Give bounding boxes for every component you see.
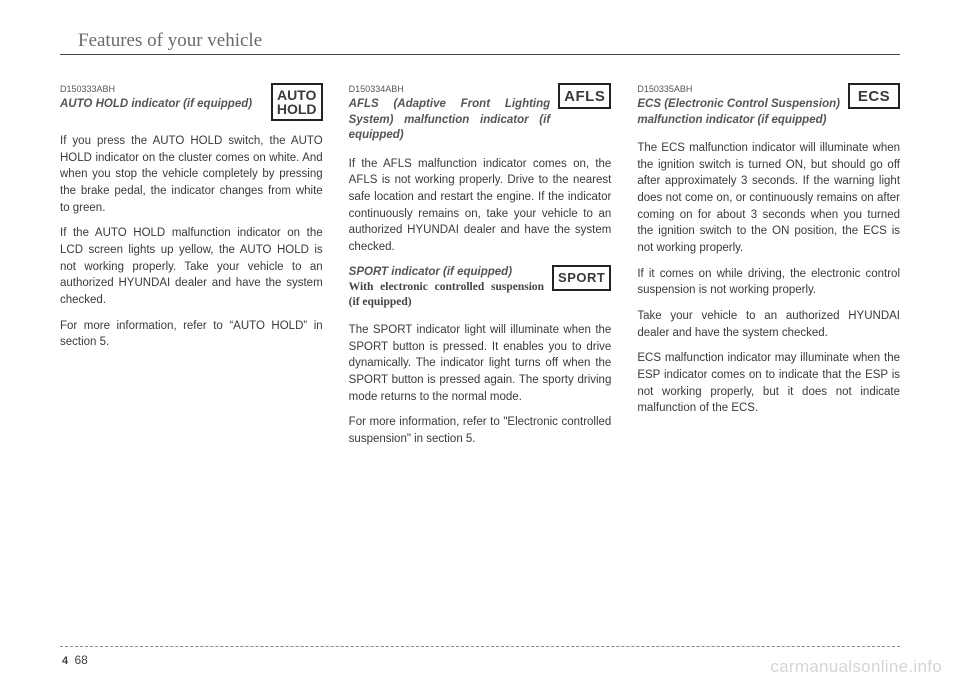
body-paragraph: The ECS malfunction indicator will illum…: [637, 140, 900, 257]
body-paragraph: If the AUTO HOLD malfunction indicator o…: [60, 225, 323, 308]
afls-badge: AFLS: [558, 83, 611, 109]
column-2: D150334ABH AFLS (Adaptive Front Lighting…: [349, 83, 612, 457]
section-addl: With electronic controlled suspension (i…: [349, 280, 544, 310]
section-number: 4: [62, 655, 68, 667]
section-title: AUTO HOLD indicator (if equipped): [60, 97, 263, 113]
badge-line: HOLD: [277, 102, 317, 116]
watermark: carmanualsonline.info: [770, 657, 942, 677]
section-code: D150334ABH: [349, 83, 551, 96]
footer: [60, 646, 900, 647]
section-titles: D150333ABH AUTO HOLD indicator (if equip…: [60, 83, 263, 113]
sport-badge: SPORT: [552, 265, 611, 291]
badge-line: SPORT: [558, 271, 605, 284]
column-1: D150333ABH AUTO HOLD indicator (if equip…: [60, 83, 323, 457]
badge-line: AFLS: [564, 89, 605, 104]
section-titles: SPORT indicator (if equipped) With elect…: [349, 265, 544, 310]
page: Features of your vehicle D150333ABH AUTO…: [0, 0, 960, 457]
body-paragraph: For more information, refer to "Electron…: [349, 414, 612, 447]
column-3: D150335ABH ECS (Electronic Control Suspe…: [637, 83, 900, 457]
body-paragraph: If it comes on while driving, the electr…: [637, 266, 900, 299]
section-head-ecs: D150335ABH ECS (Electronic Control Suspe…: [637, 83, 900, 128]
body-paragraph: Take your vehicle to an authorized HYUND…: [637, 308, 900, 341]
section-title: ECS (Electronic Control Suspension) malf…: [637, 97, 840, 128]
body-paragraph: If you press the AUTO HOLD switch, the A…: [60, 133, 323, 216]
footer-rule: [60, 646, 900, 647]
body-paragraph: For more information, refer to “AUTO HOL…: [60, 318, 323, 351]
section-titles: D150335ABH ECS (Electronic Control Suspe…: [637, 83, 840, 128]
section-code: D150335ABH: [637, 83, 840, 96]
body-paragraph: ECS malfunction indicator may illuminate…: [637, 350, 900, 417]
section-code: D150333ABH: [60, 83, 263, 96]
header-rule: [60, 54, 900, 55]
section-head-autohold: D150333ABH AUTO HOLD indicator (if equip…: [60, 83, 323, 121]
section-title: AFLS (Adaptive Front Lighting System) ma…: [349, 97, 551, 144]
section-head-afls: D150334ABH AFLS (Adaptive Front Lighting…: [349, 83, 612, 144]
section-head-sport: SPORT indicator (if equipped) With elect…: [349, 265, 612, 310]
page-number: 4 68: [62, 653, 88, 667]
section-titles: D150334ABH AFLS (Adaptive Front Lighting…: [349, 83, 551, 144]
autohold-badge: AUTO HOLD: [271, 83, 323, 121]
body-paragraph: If the AFLS malfunction indicator comes …: [349, 156, 612, 256]
section-title: SPORT indicator (if equipped): [349, 265, 544, 281]
page-no: 68: [74, 653, 87, 667]
header-title: Features of your vehicle: [60, 30, 900, 52]
columns: D150333ABH AUTO HOLD indicator (if equip…: [60, 83, 900, 457]
badge-line: AUTO: [277, 88, 316, 102]
body-paragraph: The SPORT indicator light will illuminat…: [349, 322, 612, 405]
ecs-badge: ECS: [848, 83, 900, 109]
badge-line: ECS: [858, 89, 890, 104]
